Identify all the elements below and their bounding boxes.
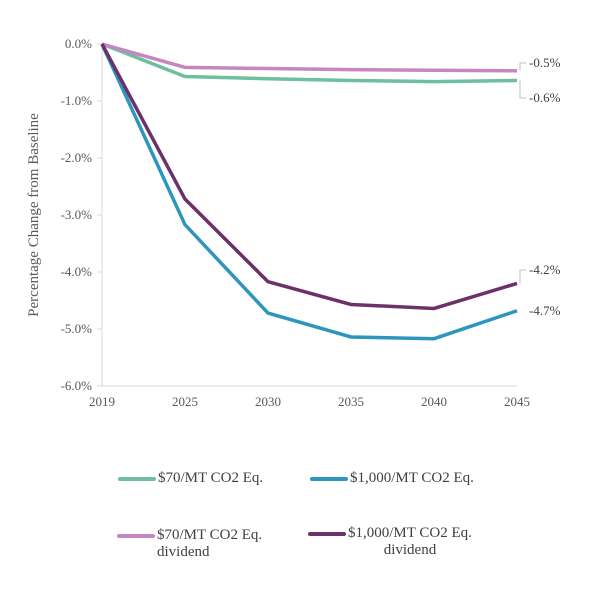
y-tick-label: -1.0% [61,93,93,108]
x-ticks: 2019 2025 2030 2035 2040 2045 [89,394,530,409]
y-axis-title: Percentage Change from Baseline [26,113,42,317]
x-tick-label: 2045 [504,394,530,409]
end-data-label: -0.6% [529,90,561,105]
x-tick-label: 2040 [421,394,447,409]
y-tick-label: -6.0% [61,378,93,393]
series-line [101,42,518,73]
y-ticks: 0.0% -1.0% -2.0% -3.0% -4.0% -5.0% -6.0% [61,36,102,393]
y-tick-label: -4.0% [61,264,93,279]
y-tick-label: -5.0% [61,321,93,336]
series-line [100,43,518,311]
x-tick-label: 2025 [172,394,198,409]
axes [97,44,517,387]
end-data-label: -4.2% [529,262,561,277]
x-tick-label: 2030 [255,394,281,409]
end-data-label: -0.5% [529,55,561,70]
y-tick-label: -3.0% [61,207,93,222]
data-labels: -0.5% -0.6% -4.2% -4.7% [519,55,561,318]
end-data-label: -4.7% [529,303,561,318]
y-tick-label: -2.0% [61,150,93,165]
label-leader-line [519,269,526,284]
series-line [101,42,518,84]
y-tick-label: 0.0% [65,36,92,51]
label-leader-line [519,62,526,71]
series-line [100,43,518,341]
x-tick-label: 2019 [89,394,115,409]
label-leader-line [519,80,526,99]
series-group [100,42,518,341]
x-tick-label: 2035 [338,394,364,409]
